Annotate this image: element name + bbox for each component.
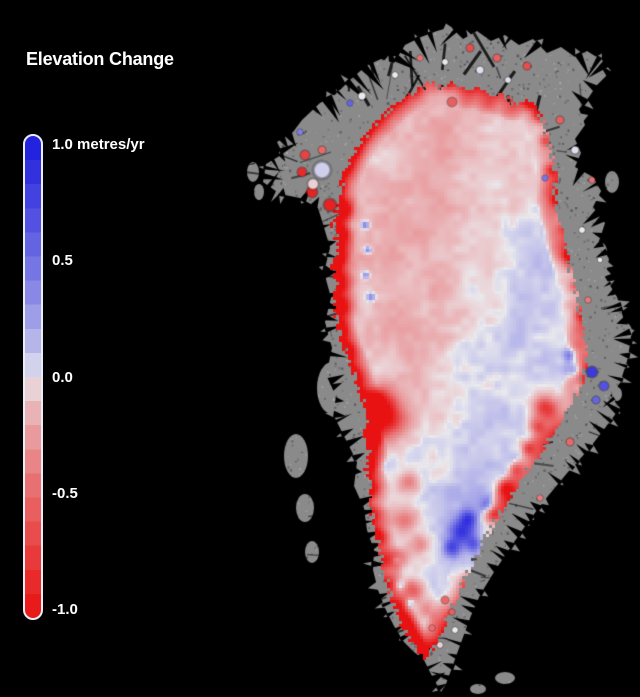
colorbar-tick-min: -1.0 [52,601,78,618]
colorbar-tick-05: 0.5 [52,252,73,269]
colorbar [23,134,43,620]
page-title: Elevation Change [26,49,174,69]
colorbar-tick-zero: 0.0 [52,369,73,386]
colorbar-tick-neg05: -0.5 [52,485,78,502]
colorbar-tick-max: 1.0 metres/yr [52,136,145,153]
